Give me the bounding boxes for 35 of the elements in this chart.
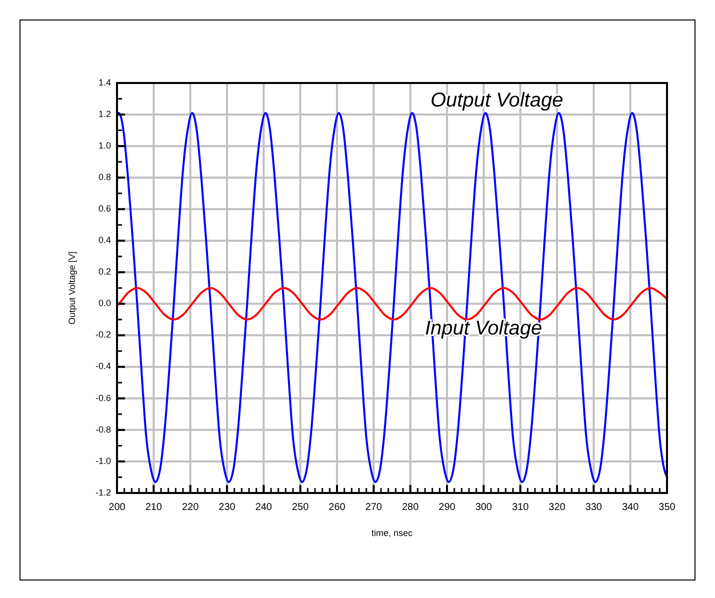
x-tick-label: 280 [402, 502, 420, 513]
y-tick-label: -0.6 [95, 392, 111, 403]
y-tick-label: 0.2 [98, 266, 111, 277]
y-tick-label: 1.2 [98, 108, 111, 119]
y-tick-label: 0.6 [98, 204, 111, 214]
y-tick-label: 0.8 [98, 172, 111, 182]
x-tick-label: 210 [145, 502, 162, 513]
x-tick-label: 220 [182, 502, 200, 513]
x-tick-label: 320 [548, 502, 566, 513]
y-axis-title: Output Voltage [V] [67, 251, 77, 325]
x-tick-label: 260 [328, 502, 346, 513]
y-tick-label: -0.8 [95, 424, 111, 434]
line-series [116, 287, 668, 321]
x-tick-label: 240 [255, 502, 272, 513]
y-tick-label: 1.0 [98, 140, 111, 150]
y-tick-label: 1.4 [98, 77, 111, 88]
x-tick-label: 310 [512, 502, 530, 513]
series-label: Output Voltage [430, 90, 564, 112]
x-tick-label: 270 [365, 502, 382, 513]
y-tick-label: 0.4 [98, 235, 111, 246]
x-tick-label: 300 [475, 502, 492, 513]
x-tick-label: 350 [658, 502, 676, 513]
y-tick-label: -1.2 [95, 487, 111, 498]
x-tick-label: 250 [292, 502, 310, 513]
y-tick-label: -0.2 [95, 330, 111, 340]
x-tick-label: 340 [622, 502, 640, 513]
y-tick-label: 0.0 [98, 298, 111, 308]
x-tick-label: 290 [438, 502, 456, 513]
y-tick-label: -1.0 [95, 456, 111, 466]
x-tick-label: 230 [218, 502, 236, 513]
x-tick-label: 200 [108, 502, 126, 513]
y-tick-label: -0.4 [95, 361, 111, 372]
x-axis-title: time, nsec [371, 528, 414, 538]
x-tick-label: 330 [585, 502, 602, 513]
line-series [116, 112, 668, 483]
